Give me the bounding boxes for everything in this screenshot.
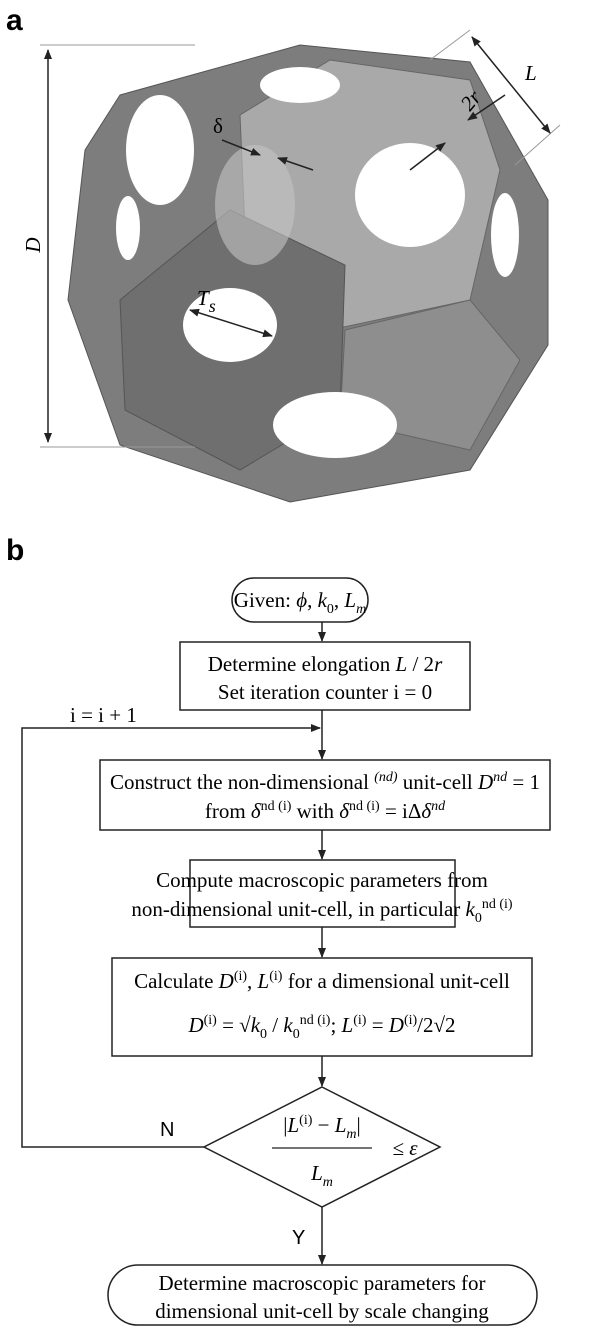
node-text: Determine elongation L / 2r: [208, 652, 443, 676]
text-run: Given:: [234, 588, 296, 612]
node-text: ≤ ε: [392, 1136, 418, 1160]
text-run: (i): [204, 1013, 218, 1028]
text-run: L: [310, 1161, 323, 1185]
figure: a D L 2r δ Ts b i = i + 1 N Y Given: ϕ, …: [0, 0, 592, 1329]
label-sub: s: [209, 296, 216, 316]
text-run: r: [434, 652, 443, 676]
text-run: 0: [475, 911, 482, 926]
text-run: nd (i): [300, 1013, 331, 1028]
text-run: Calculate: [134, 969, 219, 993]
edge-label: N: [160, 1119, 174, 1141]
dimension-label: δ: [213, 114, 223, 138]
text-run: /: [267, 1013, 283, 1037]
text-run: ;: [330, 1013, 341, 1037]
dimension-label: L: [524, 61, 537, 85]
text-run: −: [312, 1113, 334, 1137]
node-text: Set iteration counter i = 0: [218, 680, 432, 704]
text-run: / 2: [407, 652, 434, 676]
node-text: Compute macroscopic parameters from: [156, 868, 488, 892]
text-run: from: [205, 799, 251, 823]
text-run: 0: [260, 1027, 267, 1042]
node-text: dimensional unit-cell by scale changing: [155, 1299, 489, 1323]
text-run: Construct the non-dimensional: [110, 770, 374, 794]
text-run: m: [346, 1127, 356, 1142]
page: a D L 2r δ Ts b i = i + 1 N Y Given: ϕ, …: [0, 0, 592, 1329]
node-text: Calculate D(i), L(i) for a dimensional u…: [134, 969, 510, 993]
unit-cell-render: [68, 45, 548, 502]
edge-label: i = i + 1: [70, 703, 137, 727]
dimension-label: D: [21, 237, 45, 253]
text-run: m: [323, 1175, 333, 1190]
text-run: with: [291, 799, 339, 823]
text-run: ,: [247, 969, 258, 993]
text-run: D: [477, 770, 493, 794]
extension-line: [430, 30, 470, 60]
panel-label: a: [6, 4, 23, 37]
text-run: Compute macroscopic parameters from: [156, 868, 488, 892]
text-run: nd: [493, 770, 508, 785]
text-run: (i): [269, 969, 283, 984]
text-run: /2√2: [417, 1013, 455, 1037]
text-run: unit-cell: [398, 770, 478, 794]
text-run: nd (i): [482, 897, 513, 912]
node-text: Construct the non-dimensional (nd) unit-…: [110, 770, 540, 794]
panel-label: b: [6, 534, 24, 567]
text-run: 0: [327, 602, 334, 617]
text-run: nd: [431, 799, 446, 814]
text-run: nd (i): [261, 799, 292, 814]
text-run: (i): [234, 969, 248, 984]
text-run: for a dimensional unit-cell: [282, 969, 510, 993]
text-run: L: [334, 1113, 347, 1137]
text-run: (i): [353, 1013, 367, 1028]
text-run: L: [257, 969, 270, 993]
text-run: non-dimensional unit-cell, in particular: [131, 897, 465, 921]
text-run: Determine macroscopic parameters for: [158, 1271, 485, 1295]
text-run: ε: [409, 1136, 418, 1160]
text-run: |: [357, 1113, 361, 1137]
text-run: nd (i): [349, 799, 380, 814]
node-text: Determine macroscopic parameters for: [158, 1271, 485, 1295]
text-run: =: [366, 1013, 388, 1037]
extension-line: [515, 125, 560, 165]
text-run: = iΔ: [380, 799, 422, 823]
node-text: from δnd (i) with δnd (i) = iΔδnd: [205, 799, 446, 823]
text-run: L: [341, 1013, 354, 1037]
text-run: L: [286, 1113, 299, 1137]
text-run: (nd): [374, 770, 398, 785]
text-run: (i): [299, 1113, 313, 1128]
text-run: L: [343, 588, 356, 612]
text-run: ≤: [392, 1136, 409, 1160]
text-run: (i): [404, 1013, 418, 1028]
text-run: D: [218, 969, 234, 993]
text-run: ,: [307, 588, 318, 612]
text-run: ,: [334, 588, 345, 612]
text-run: = √: [217, 1013, 251, 1037]
text-run: m: [356, 602, 366, 617]
text-run: Determine elongation: [208, 652, 396, 676]
text-run: = 1: [507, 770, 540, 794]
text-run: D: [187, 1013, 203, 1037]
text-run: L: [395, 652, 408, 676]
text-run: dimensional unit-cell by scale changing: [155, 1299, 489, 1323]
text-run: Set iteration counter i = 0: [218, 680, 432, 704]
text-run: D: [388, 1013, 404, 1037]
text-run: 0: [293, 1027, 300, 1042]
text-run: ϕ: [296, 588, 307, 612]
edge-label: Y: [292, 1227, 305, 1249]
